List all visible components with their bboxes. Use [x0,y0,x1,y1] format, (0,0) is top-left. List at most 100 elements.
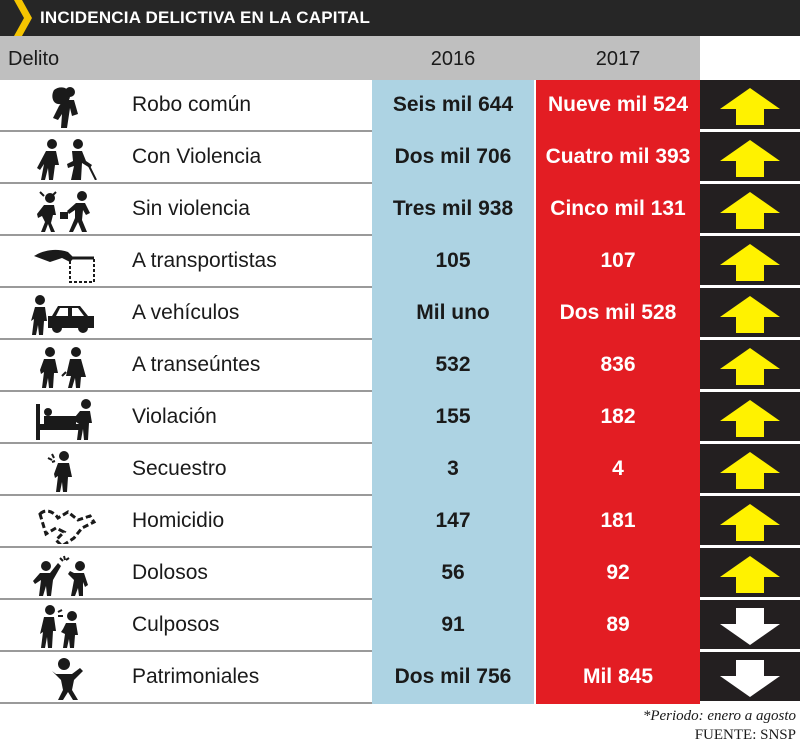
row-divider [0,234,372,236]
fight-icon [33,555,88,596]
value-2017: Nueve mil 524 [547,93,689,116]
table-row: Violación 155 182 [0,392,800,444]
arrow-up-icon [720,504,780,541]
row-divider [700,441,800,444]
purse-snatch-icon [37,191,90,232]
row-divider [700,493,800,496]
row-divider [700,649,800,652]
arrow-up-icon [720,400,780,437]
arrow-up-icon [720,140,780,177]
row-divider [0,650,372,652]
trend-column-bg [700,80,800,704]
pickpocket-icon [34,249,95,283]
row-divider [700,129,800,132]
table-row: Homicidio 147 181 [0,496,800,548]
table-row: Culposos 91 89 [0,600,800,652]
row-divider [700,701,800,704]
source: FUENTE: SNSP [694,727,796,743]
row-label: Sin violencia [132,197,250,220]
arrow-up-icon [720,244,780,281]
value-2016: 91 [441,613,465,636]
value-2017: 92 [606,561,630,584]
row-label: Con Violencia [132,145,262,168]
row-divider [0,182,372,184]
row-divider [0,598,372,600]
value-2016: 105 [435,249,471,272]
thief-icon [52,87,78,128]
value-2016: Mil uno [416,301,490,324]
arrow-up-icon [720,556,780,593]
value-2016: Seis mil 644 [392,93,514,116]
value-2016: Dos mil 706 [394,145,512,168]
value-2016: 56 [441,561,465,584]
body-outline-icon [38,509,97,544]
column-2016-bg [372,80,534,704]
row-divider [0,286,372,288]
row-divider [0,546,372,548]
row-divider [0,494,372,496]
header-2016: 2016 [430,48,476,70]
arrow-up-icon [720,348,780,385]
table-row: Dolosos 56 92 [0,548,800,600]
value-2017: 836 [600,353,636,376]
kidnap-icon [47,451,72,492]
arrow-down-icon [720,608,780,645]
value-2017: 89 [606,613,630,636]
value-2017: Dos mil 528 [559,301,677,324]
title-bar: INCIDENCIA DELICTIVA EN LA CAPITAL [0,0,800,36]
value-2016: 3 [447,457,459,480]
row-label: A transportistas [132,249,277,272]
table-row: A vehículos Mil uno Dos mil 528 [0,288,800,340]
victim-icon [48,658,83,700]
assault-icon [37,139,97,180]
arrow-up-icon [720,88,780,125]
table-row: Con Violencia Dos mil 706 Cuatro mil 393 [0,132,800,184]
column-2017-bg [536,80,700,704]
row-label: Secuestro [132,457,227,480]
row-divider [0,442,372,444]
value-2017: 181 [600,509,636,532]
value-2016: Tres mil 938 [392,197,514,220]
row-divider [0,338,372,340]
arrow-up-icon [720,192,780,229]
row-divider [0,130,372,132]
table-header: Delito 2016 2017 [0,36,800,80]
value-2016: Dos mil 756 [394,665,512,688]
row-label: Robo común [132,93,252,116]
row-divider [700,233,800,236]
value-2017: 107 [600,249,636,272]
table-row: Sin violencia Tres mil 938 Cinco mil 131 [0,184,800,236]
row-divider [700,285,800,288]
value-2016: 147 [435,509,471,532]
value-2016: 532 [435,353,471,376]
chevron-icon [14,0,32,36]
arrow-up-icon [720,452,780,489]
value-2017: Cinco mil 131 [550,197,686,220]
value-2017: 182 [600,405,636,428]
page-title: INCIDENCIA DELICTIVA EN LA CAPITAL [40,8,371,27]
row-label: Homicidio [132,509,225,532]
header-2017: 2017 [595,48,641,70]
pedestrians-icon [40,347,86,388]
row-label: Culposos [132,613,220,636]
row-label: Patrimoniales [132,665,260,688]
table-row: Robo común Seis mil 644 Nueve mil 524 [0,80,800,132]
row-label: Violación [132,405,217,428]
footnote: *Periodo: enero a agosto [642,708,796,724]
row-divider [0,702,372,704]
table-row: Patrimoniales Dos mil 756 Mil 845 [0,652,800,704]
row-label: A vehículos [132,301,240,324]
arrow-up-icon [720,296,780,333]
row-divider [700,337,800,340]
bed-assault-icon [36,399,92,440]
accident-icon [40,605,78,648]
table-row: A transportistas 105 107 [0,236,800,288]
table-row: Secuestro 3 4 [0,444,800,496]
row-divider [700,545,800,548]
table-row: A transeúntes 532 836 [0,340,800,392]
value-2017: 4 [612,457,624,480]
row-label: A transeúntes [132,353,261,376]
row-divider [700,597,800,600]
row-divider [700,389,800,392]
header-delito: Delito [8,48,60,70]
